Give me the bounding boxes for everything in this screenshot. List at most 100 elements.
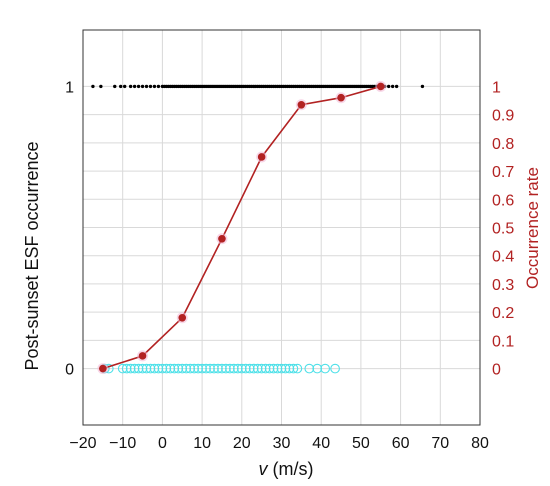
y-right-tick-label: 0.8 <box>492 136 514 153</box>
y-axis-right-label: Occurrence rate <box>523 167 542 289</box>
esf-yes-marker <box>136 84 141 89</box>
esf-no-marker <box>173 363 184 374</box>
esf-no-marker <box>229 363 239 374</box>
y-right-tick-label: 0.9 <box>492 108 514 125</box>
x-axis-label-symbol: v <box>259 459 269 479</box>
esf-no-marker <box>165 363 176 374</box>
esf-yes-marker <box>394 84 399 89</box>
esf-no-marker <box>312 363 323 374</box>
esf-no-marker <box>280 363 291 374</box>
esf-no-marker <box>185 363 196 374</box>
plot-frame <box>82 29 481 426</box>
rate-line <box>102 85 381 370</box>
esf-yes-marker <box>140 84 145 89</box>
y-right-tick-label: 0.4 <box>492 249 514 266</box>
esf-yes-marker <box>390 84 395 89</box>
y-right-tick-label: 0.3 <box>492 277 514 294</box>
esf-no-marker <box>201 363 211 374</box>
x-tick-label: 30 <box>273 435 291 452</box>
esf-no-marker <box>256 363 267 374</box>
x-axis-label: v (m/s) <box>259 459 314 479</box>
y-right-tick-label: 0 <box>492 362 501 379</box>
esf-yes-marker <box>132 84 137 89</box>
rate-marker <box>218 234 226 243</box>
rate-marker <box>99 364 107 373</box>
y-right-tick-label: 0.1 <box>492 333 514 350</box>
y-axis-left-label: Post-sunset ESF occurrence <box>22 141 42 370</box>
esf-yes-marker <box>420 84 425 89</box>
esf-no-marker <box>221 363 231 374</box>
esf-no-marker <box>284 363 295 374</box>
esf-no-marker <box>320 363 331 374</box>
esf-no-marker <box>232 363 243 374</box>
esf-no-marker <box>240 363 251 374</box>
esf-no-marker <box>125 363 136 374</box>
esf-no-marker <box>209 363 219 374</box>
esf-no-marker <box>330 363 340 374</box>
esf-no-marker <box>268 363 279 374</box>
esf-no-marker <box>117 363 128 374</box>
y-left-tick-label: 0 <box>65 362 74 379</box>
rate-marker <box>257 153 266 161</box>
y-right-tick-label: 0.6 <box>492 192 514 209</box>
rate-marker <box>297 100 306 109</box>
esf-yes-marker <box>152 84 157 89</box>
esf-no-marker <box>272 363 283 374</box>
esf-no-marker <box>205 363 215 374</box>
rate-marker <box>138 352 147 360</box>
esf-no-marker <box>169 363 180 374</box>
esf-yes-marker <box>128 84 133 89</box>
esf-no-marker <box>133 363 144 374</box>
esf-no-marker <box>137 363 148 374</box>
x-tick-label: 10 <box>193 435 211 452</box>
esf-no-marker <box>129 363 140 374</box>
esf-yes-marker <box>148 84 153 89</box>
esf-no-marker <box>236 363 247 374</box>
esf-no-marker <box>248 363 259 374</box>
esf-no-marker <box>225 363 235 374</box>
rate-marker <box>337 93 345 102</box>
x-axis-label-unit: (m/s) <box>268 459 314 479</box>
axes-layer: −20 −10 0 10 20 30 40 50 60 70 8000.10.20.30.40.50… <box>65 79 514 452</box>
esf-yes-marker <box>119 84 123 89</box>
esf-no-marker <box>260 363 271 374</box>
rate-marker <box>178 313 187 322</box>
x-tick-label: 0 <box>158 435 167 452</box>
x-tick-label: 60 <box>392 435 410 452</box>
y-right-tick-label: 1 <box>492 79 501 96</box>
x-tick-label: 70 <box>431 435 449 452</box>
esf-no-marker <box>161 363 172 374</box>
esf-yes-marker <box>122 84 127 89</box>
x-tick-label: 50 <box>352 435 370 452</box>
y-right-tick-label: 0.7 <box>492 164 514 181</box>
esf-yes-marker <box>156 84 161 89</box>
esf-no-marker <box>252 363 263 374</box>
esf-no-marker <box>217 363 227 374</box>
y-left-tick-label: 1 <box>65 79 74 96</box>
x-tick-label: 80 <box>471 435 489 452</box>
series-layer <box>91 80 425 375</box>
y-right-tick-label: 0.2 <box>492 305 514 322</box>
esf-no-marker <box>213 363 223 374</box>
esf-no-marker <box>141 363 152 374</box>
esf-yes-marker <box>386 84 391 89</box>
esf-no-marker <box>197 363 207 374</box>
esf-no-marker <box>304 363 315 374</box>
esf-yes-marker <box>99 84 103 89</box>
x-tick-label: −20 <box>69 435 96 452</box>
esf-yes-marker <box>91 84 95 89</box>
x-tick-label: 20 <box>233 435 251 452</box>
esf-no-marker <box>189 363 200 374</box>
rate-marker <box>376 82 385 91</box>
esf-no-marker <box>276 363 287 374</box>
x-tick-label: −10 <box>109 435 136 452</box>
esf-no-marker <box>157 363 168 374</box>
esf-no-marker <box>181 363 192 374</box>
esf-no-marker <box>145 363 156 374</box>
grid-lines <box>82 30 481 425</box>
esf-no-marker <box>288 363 299 374</box>
esf-no-marker <box>193 363 203 374</box>
esf-no-marker <box>292 363 303 374</box>
esf-no-marker <box>244 363 255 374</box>
